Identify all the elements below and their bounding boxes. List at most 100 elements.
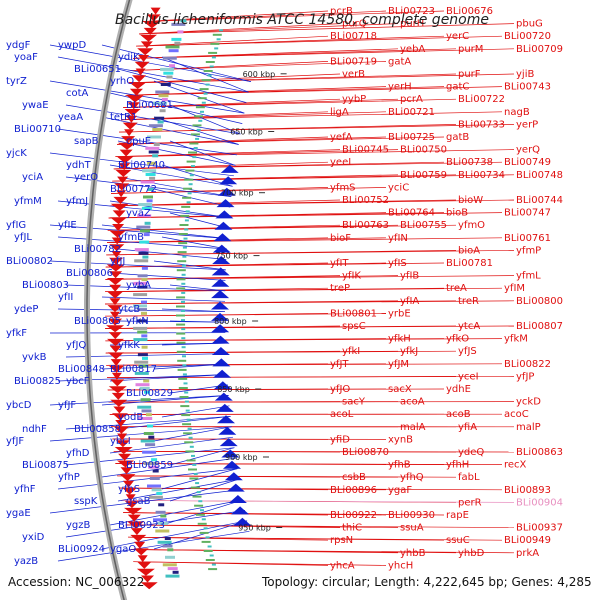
gene-function-block [180, 405, 189, 407]
minus-gene-label: ygaE [6, 508, 31, 519]
plus-gene-label: sacX [388, 384, 412, 395]
plus-gene-label: BLi00752 [342, 195, 389, 206]
gene-function-block [181, 414, 190, 416]
plus-gene-label: BLi00745 [342, 145, 389, 156]
gene-function-block [176, 287, 185, 289]
gene-function-block [177, 30, 183, 33]
minus-gene-label: BLi00772 [110, 184, 157, 195]
gene-function-block [178, 242, 187, 244]
minus-gene-label: ydhT [66, 160, 92, 171]
plus-gene-label: nagB [504, 107, 530, 118]
gene-function-block [202, 541, 211, 543]
minus-gene-label: yfmJ [66, 196, 88, 207]
gene-function-block [178, 251, 187, 253]
gene-function-block [182, 274, 186, 276]
plus-gene-label: BLi00733 [458, 119, 505, 130]
gene-function-block [200, 509, 204, 511]
plus-gene-label: treP [330, 283, 350, 294]
plus-gene-label: BLi00709 [516, 44, 563, 55]
gene-function-block [178, 378, 187, 380]
gene-function-block [212, 56, 216, 58]
plus-gene-label: yfkJ [400, 346, 418, 357]
plus-gene-label: yerC [446, 31, 469, 42]
gene-function-block [213, 34, 222, 36]
map-title: Bacillus licheniformis ATCC 14580, compl… [115, 12, 489, 28]
plus-gene-label: bioA [458, 245, 480, 256]
gene-function-block [187, 161, 196, 163]
minus-gene-label: yfJL [14, 232, 32, 243]
plus-gene-label: yhcA [330, 560, 355, 571]
plus-gene-label: malP [516, 422, 541, 433]
gene-function-block [208, 568, 217, 570]
gene-function-block [160, 515, 166, 518]
minus-gene-label: yfIG [6, 220, 26, 231]
gene-function-block [182, 256, 186, 258]
gene-function-block [150, 477, 160, 480]
plus-gene-label: yerQ [516, 145, 540, 156]
gene-function-block [196, 514, 205, 516]
gene-function-block [145, 147, 159, 150]
plus-gene-label: BLi00893 [504, 485, 551, 496]
minus-gene-label: BLi00803 [22, 280, 69, 291]
gene-function-block [198, 500, 202, 502]
plus-gene-label: thiC [342, 523, 362, 534]
minus-gene-label: yfIE [58, 220, 77, 231]
plus-gene-label: yhcH [388, 560, 413, 571]
gene-function-block [149, 124, 163, 127]
gene-function-block [188, 469, 197, 471]
plus-gene-label: yfkM [504, 334, 528, 345]
plus-gene-label: BLi00744 [516, 195, 563, 206]
gene-function-block [166, 575, 180, 578]
gene-function-block [152, 128, 162, 131]
gene-function-block [147, 485, 161, 488]
plus-gene-label: recX [504, 460, 527, 471]
plus-gene-label: BLi00722 [458, 94, 505, 105]
minus-gene-label: yfhP [58, 472, 80, 483]
plus-gene-label: treR [458, 296, 479, 307]
gene-function-block [204, 527, 208, 529]
gene-function-block [165, 556, 175, 559]
gene-function-block [141, 440, 155, 443]
minus-gene-label: BLi00825 [14, 376, 61, 387]
gene-function-block [145, 222, 151, 225]
accession-text: Accession: NC_006322 [8, 575, 144, 589]
gene-function-block [191, 455, 195, 457]
minus-gene-label: ydgF [6, 40, 31, 51]
gene-function-block [212, 564, 216, 566]
minus-gene-label: ywaE [22, 100, 49, 111]
gene-function-block [206, 61, 215, 63]
minus-gene-label: BLi00651 [74, 64, 121, 75]
kbp-tick-label: 850 kbp [217, 385, 250, 394]
gene-function-block [210, 555, 214, 557]
plus-gene-label: yybP [342, 94, 366, 105]
plus-gene-label: purM [458, 44, 483, 55]
plus-gene-label: BLi00759 [400, 170, 447, 181]
plus-gene-label: fabL [458, 472, 480, 483]
plus-gene-label: BLi00720 [504, 31, 551, 42]
minus-gene-label: tyrZ [6, 76, 27, 87]
gene-function-block [148, 436, 154, 439]
gene-function-block [177, 260, 186, 262]
gene-function-block [189, 183, 193, 185]
gene-function-block [194, 115, 203, 117]
plus-gene-label: BLi00937 [516, 523, 563, 534]
plus-gene-label: yrbE [388, 308, 411, 319]
plus-gene-label: yfJM [388, 359, 409, 370]
gene-function-block [200, 111, 204, 113]
gene-function-block [176, 333, 185, 335]
plus-gene-label: bioW [458, 195, 483, 206]
gene-function-block [154, 117, 164, 120]
plus-gene-label: BLi00763 [342, 220, 389, 231]
gene-function-block [181, 283, 185, 285]
minus-gene-label: yciA [22, 172, 43, 183]
gene-function-block [214, 47, 218, 49]
gene-function-block [191, 165, 195, 167]
gene-function-block [181, 301, 185, 303]
minus-gene-label: yfJF [58, 400, 76, 411]
gene-function-block [163, 72, 173, 75]
gene-function-block [182, 355, 186, 357]
gene-function-block [180, 215, 189, 217]
gene-function-block [144, 233, 150, 236]
gene-function-block [142, 346, 148, 349]
plus-gene-label: BLi00721 [388, 107, 435, 118]
